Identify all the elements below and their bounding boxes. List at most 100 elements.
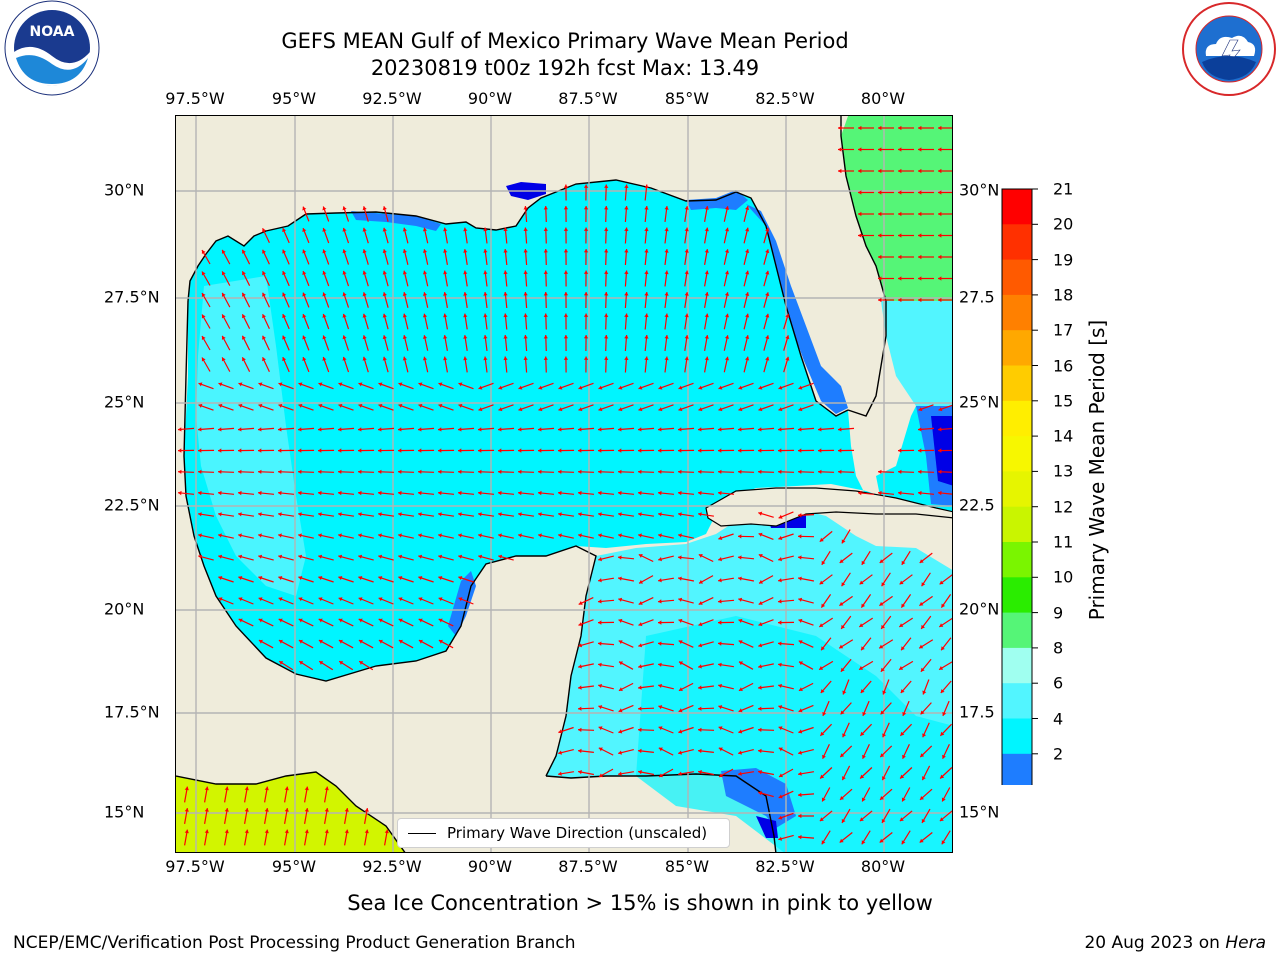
wave-arrow-head — [658, 448, 662, 453]
footer-credit: NCEP/EMC/Verification Post Processing Pr… — [13, 933, 576, 953]
wave-arrow-head — [262, 357, 266, 362]
wave-arrow-head — [583, 184, 589, 188]
wave-arrow-head — [880, 796, 884, 800]
wave-arrow-head — [879, 644, 884, 649]
colorbar-title: Primary Wave Mean Period [s] — [1085, 319, 1109, 621]
wave-arrow-head — [418, 512, 422, 517]
wave-arrow-head — [919, 559, 924, 563]
wave-arrow-head — [458, 469, 462, 474]
wave-arrow-head — [458, 597, 463, 602]
colorbar-segment — [1002, 577, 1032, 614]
footer-machine: Hera — [1225, 933, 1266, 953]
wave-arrow-head — [842, 733, 847, 738]
wave-arrow-head — [860, 731, 865, 736]
wave-arrow-head — [478, 533, 482, 538]
wave-arrow-head — [242, 271, 246, 276]
wave-arrow-head — [678, 512, 682, 517]
wave-arrow-head — [184, 829, 189, 834]
wave-arrow-head — [258, 448, 262, 453]
wave-arrow-head — [318, 597, 323, 602]
colorbar-segment — [1002, 471, 1032, 508]
wave-arrow-head — [224, 808, 229, 812]
colorbar-tick-label: 9 — [1053, 603, 1064, 623]
wave-arrow-head — [718, 641, 722, 646]
pacific-coastline — [176, 771, 406, 852]
wave-direction-arrows — [177, 125, 952, 846]
wave-arrow-head — [221, 271, 226, 276]
wave-arrow-head — [624, 335, 629, 339]
wave-arrow-head — [198, 448, 202, 453]
wave-arrow-head — [458, 533, 462, 538]
wave-arrow-head — [838, 147, 842, 152]
wave-arrow-head — [598, 599, 602, 604]
wave-arrow-head — [543, 270, 548, 274]
wave-arrow-head — [821, 560, 826, 565]
wave-arrow-head — [798, 385, 803, 390]
wave-arrow-head — [941, 603, 946, 608]
wave-arrow-head — [298, 403, 303, 408]
colorbar-segment — [1002, 365, 1032, 402]
wave-arrow-head — [821, 646, 825, 651]
wave-arrow-head — [438, 597, 443, 602]
wave-arrow-head — [898, 190, 902, 195]
wave-arrow-head — [498, 490, 502, 496]
wave-arrow-head — [785, 335, 790, 340]
wave-arrow-head — [678, 533, 682, 538]
wave-arrow-head — [798, 534, 802, 539]
wave-arrow-head — [678, 490, 682, 496]
wave-arrow-head — [738, 385, 743, 390]
wave-arrow-head — [298, 490, 302, 496]
wave-arrow-head — [678, 407, 683, 412]
wave-arrow-head — [422, 227, 428, 232]
wave-arrow-head — [919, 644, 924, 649]
lon-label-bottom: 97.5°W — [165, 857, 225, 876]
wave-arrow-head — [523, 335, 528, 339]
wave-arrow-head — [298, 597, 303, 602]
wave-arrow-head — [322, 228, 327, 232]
wave-arrow-head — [318, 576, 323, 581]
wave-arrow-head — [362, 335, 367, 340]
wave-arrow-head — [344, 808, 349, 812]
noaa-logo: NOAA — [2, 0, 102, 100]
wave-arrow-head — [282, 228, 287, 233]
wave-arrow-head — [238, 448, 242, 453]
wave-arrow-head — [463, 249, 468, 253]
wave-arrow-head — [463, 313, 468, 318]
wave-arrow-head — [842, 690, 847, 695]
wave-arrow-head — [718, 557, 722, 562]
wave-arrow-head — [664, 313, 669, 318]
colorbar-tick-label: 16 — [1053, 356, 1074, 375]
wave-arrow-head — [438, 448, 442, 453]
wave-arrow-head — [765, 249, 770, 254]
wave-arrow-head — [342, 313, 347, 318]
wave-arrow-head — [604, 313, 609, 317]
wave-arrow-head — [362, 227, 367, 232]
wave-arrow-head — [218, 382, 223, 387]
wave-arrow-head — [638, 469, 642, 474]
colorbar-segment — [1002, 436, 1032, 472]
wave-arrow-head — [218, 490, 222, 496]
wave-arrow-head — [798, 771, 802, 776]
wave-arrow-head — [638, 643, 643, 648]
wave-arrow-head — [898, 147, 902, 152]
wave-arrow-head — [398, 597, 403, 602]
wave-arrow-head — [518, 533, 522, 538]
wave-arrow-head — [198, 490, 202, 496]
wave-arrow-head — [938, 469, 942, 474]
colorbar-swatches — [1001, 188, 1038, 819]
wave-arrow-head — [278, 512, 282, 517]
wave-arrow-head — [664, 227, 669, 232]
wave-arrow-head — [658, 427, 662, 432]
wave-arrow-head — [899, 623, 904, 627]
wave-arrow-head — [604, 335, 609, 339]
wave-arrow-head — [738, 407, 743, 412]
wave-arrow-head — [604, 206, 609, 210]
wave-arrow-head — [778, 815, 783, 820]
wave-arrow-head — [839, 838, 844, 843]
wave-arrow-head — [758, 407, 763, 412]
wave-arrow-head — [322, 335, 327, 340]
wave-arrow-head — [198, 554, 203, 559]
wave-arrow-head — [262, 249, 266, 254]
wave-arrow-head — [902, 754, 906, 759]
wave-arrow-head — [798, 835, 802, 840]
